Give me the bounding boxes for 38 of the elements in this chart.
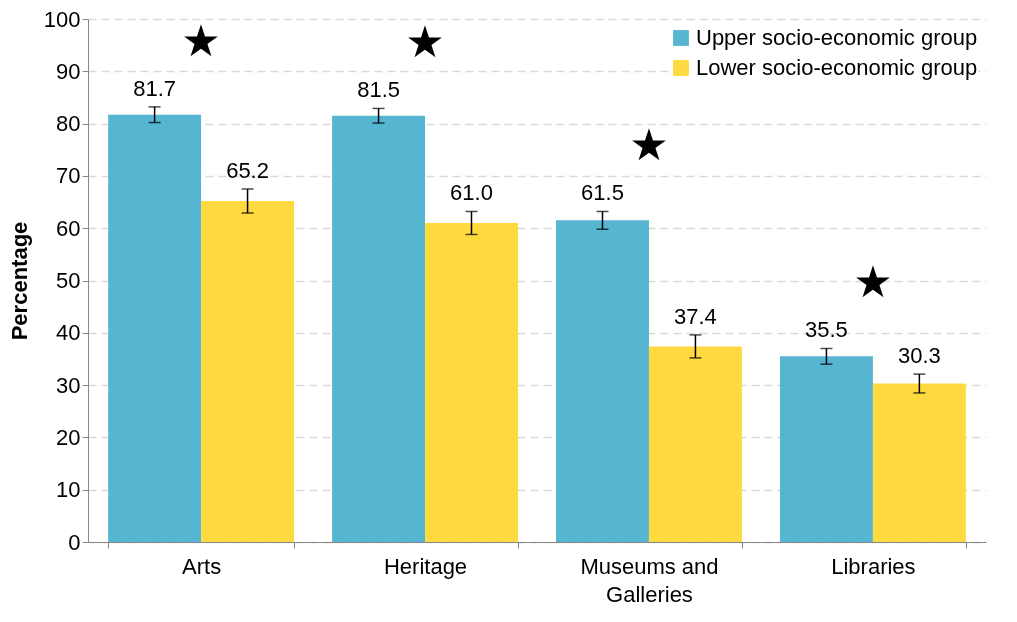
y-tick-label: 30 xyxy=(56,372,81,398)
y-tick-label: 100 xyxy=(43,6,81,32)
bar xyxy=(556,220,649,542)
legend-label: Lower socio-economic group xyxy=(696,55,978,80)
data-label: 30.3 xyxy=(897,343,941,369)
y-tick-label: 70 xyxy=(56,163,81,189)
y-tick-label: 10 xyxy=(56,477,81,503)
data-label: 37.4 xyxy=(674,303,717,329)
bar xyxy=(108,114,202,542)
x-tick-label: Heritage xyxy=(383,553,468,579)
y-axis-title: Percentage xyxy=(6,221,32,341)
y-tick-label: 20 xyxy=(56,424,81,450)
data-label: 81.7 xyxy=(133,75,177,101)
y-tick-label: 80 xyxy=(56,111,81,137)
data-label: 65.2 xyxy=(226,157,269,183)
data-label: 61.0 xyxy=(450,180,493,206)
y-tick-label: 40 xyxy=(56,320,81,346)
bar xyxy=(872,383,966,542)
y-tick-label: 90 xyxy=(56,58,81,84)
data-label: 35.5 xyxy=(805,317,848,343)
y-tick-label: 0 xyxy=(68,529,81,555)
x-tick-label: Arts xyxy=(182,553,222,579)
bar xyxy=(201,201,295,542)
y-tick-label: 50 xyxy=(56,268,81,293)
legend-label: Upper socio-economic group xyxy=(696,25,978,50)
x-tick-label: Museums and Galleries xyxy=(580,553,719,607)
bar xyxy=(332,115,426,542)
bar xyxy=(425,222,518,542)
x-tick-label: Libraries xyxy=(831,553,916,579)
annotation: ★ xyxy=(629,119,669,171)
bar xyxy=(648,346,742,542)
bar xyxy=(779,356,873,542)
annotation: ★ xyxy=(853,256,893,308)
annotation: ★ xyxy=(405,16,445,68)
data-label: 61.5 xyxy=(581,180,624,206)
annotation: ★ xyxy=(181,14,221,66)
data-label: 81.5 xyxy=(357,77,400,103)
y-tick-label: 60 xyxy=(56,215,81,241)
